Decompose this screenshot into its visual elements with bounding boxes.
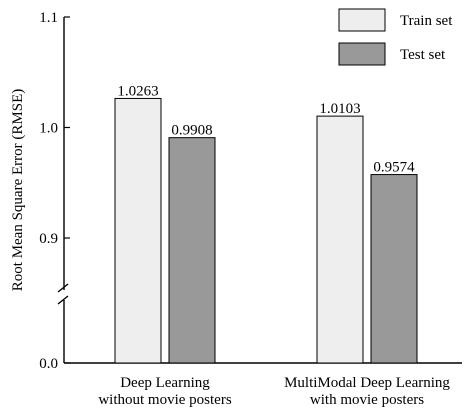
y-axis-label: Root Mean Square Error (RMSE)	[10, 89, 26, 291]
legend-label-1: Test set	[400, 47, 446, 63]
axis-break-mark-top	[57, 283, 69, 293]
y-tick-label-0: 0.0	[39, 356, 58, 372]
x-category-label-1-1: with movie posters	[310, 392, 424, 408]
bar-value-label-0-1: 0.9908	[171, 123, 212, 139]
bar-value-label-0-0: 1.0263	[117, 83, 158, 99]
bars: 1.0263 0.9908 1.0103 0.9574	[114, 83, 418, 364]
axis-break-mark-bottom	[57, 295, 69, 305]
y-tick-label-1: 0.9	[39, 231, 58, 247]
bar-0-1	[168, 137, 216, 364]
bar-1-0	[316, 115, 364, 364]
x-category-label-0-1: without movie posters	[98, 392, 231, 408]
legend-swatch-1	[338, 42, 386, 66]
x-category-label-0-0: Deep Learning	[120, 375, 210, 391]
bar-0-0	[114, 97, 162, 364]
legend-swatch-0	[338, 8, 386, 32]
y-tick-label-3: 1.1	[39, 10, 58, 26]
bar-1-1	[370, 174, 418, 364]
bar-value-label-1-1: 0.9574	[373, 160, 415, 176]
x-category-label-1-0: MultiModal Deep Learning	[284, 375, 450, 391]
legend-label-0: Train set	[400, 13, 453, 29]
y-tick-label-2: 1.0	[39, 121, 58, 137]
bar-value-label-1-0: 1.0103	[319, 101, 360, 117]
legend: Train set Test set	[338, 8, 453, 66]
